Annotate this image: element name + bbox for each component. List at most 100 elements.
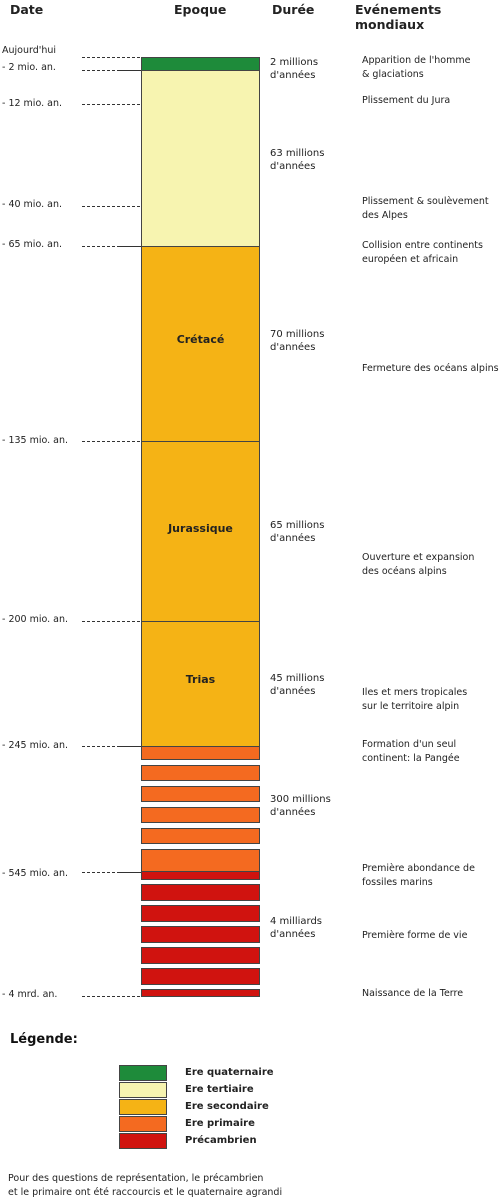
band-precambrian-stripe: [141, 968, 260, 985]
legend-label-primary: Ere primaire: [185, 1118, 255, 1129]
event-line: sur le territoire alpin: [362, 701, 460, 712]
event-ocean-opening: Ouverture et expansion des océans alpins: [362, 551, 474, 579]
duration-quaternary: 2 millions d'années: [270, 56, 318, 82]
band-primary-stripe: [141, 746, 260, 760]
event-jura-folding: Plissement du Jura: [362, 94, 450, 108]
legend-swatch-tertiary: [119, 1082, 167, 1098]
date-label-135mio: - 135 mio. an.: [2, 435, 69, 446]
duration-unit: d'années: [270, 342, 316, 353]
event-line: européen et africain: [362, 254, 459, 265]
tick-mark: [120, 70, 141, 71]
date-label-2mio: - 2 mio. an.: [2, 62, 56, 73]
duration-unit: d'années: [270, 533, 316, 544]
band-precambrian-stripe: [141, 947, 260, 964]
band-primary-stripe: [141, 828, 260, 844]
date-label-4mrd: - 4 mrd. an.: [2, 989, 58, 1000]
event-line: Plissement du Jura: [362, 95, 451, 106]
tick-mark: [120, 246, 141, 247]
footnote-line: et le primaire ont été raccourcis et le …: [8, 1187, 283, 1198]
duration-value: 300 millions: [270, 794, 331, 805]
event-line: Formation d'un seul: [362, 739, 457, 750]
band-primary-stripe: [141, 765, 260, 781]
leader-line: [82, 57, 140, 58]
date-label-12mio: - 12 mio. an.: [2, 98, 62, 109]
band-precambrian-stripe: [141, 905, 260, 922]
legend-title: Légende:: [10, 1032, 78, 1047]
header-events: Evénements mondiaux: [355, 2, 442, 32]
leader-line: [82, 246, 120, 247]
band-jurassic: [141, 441, 260, 622]
band-precambrian-stripe: [141, 926, 260, 943]
band-precambrian-stripe: [141, 989, 260, 997]
header-date: Date: [10, 2, 44, 17]
event-line: Première abondance de: [362, 863, 475, 874]
legend-label-secondary: Ere secondaire: [185, 1101, 269, 1112]
event-pangea: Formation d'un seul continent: la Pangée: [362, 738, 460, 766]
duration-primary: 300 millions d'années: [270, 793, 331, 819]
duration-value: 4 milliards: [270, 916, 323, 927]
header-epoch: Epoque: [174, 2, 227, 17]
event-marine-fossils: Première abondance de fossiles marins: [362, 862, 475, 890]
leader-line: [82, 872, 120, 873]
legend-label-tertiary: Ere tertiaire: [185, 1084, 254, 1095]
event-alps-uplift: Plissement & soulèvement des Alpes: [362, 195, 489, 223]
band-tertiary: [141, 70, 260, 247]
duration-jurassic: 65 millions d'années: [270, 519, 324, 545]
band-cretaceous: [141, 246, 260, 442]
leader-line: [82, 206, 140, 207]
date-label-65mio: - 65 mio. an.: [2, 239, 62, 250]
event-ocean-closure: Fermeture des océans alpins: [362, 362, 499, 376]
band-precambrian-stripe: [141, 871, 260, 880]
event-earth-birth: Naissance de la Terre: [362, 987, 463, 1001]
footnote: Pour des questions de représentation, le…: [8, 1172, 282, 1200]
duration-value: 63 millions: [270, 148, 325, 159]
duration-triassic: 45 millions d'années: [270, 672, 324, 698]
duration-unit: d'années: [270, 70, 316, 81]
event-continent-collision: Collision entre continents européen et af…: [362, 239, 483, 267]
event-line: Fermeture des océans alpins: [362, 363, 499, 374]
event-line: Collision entre continents: [362, 240, 483, 251]
event-line: des Alpes: [362, 210, 408, 221]
duration-value: 45 millions: [270, 673, 325, 684]
legend-label-precambrian: Précambrien: [185, 1135, 257, 1146]
legend-swatch-primary: [119, 1116, 167, 1132]
legend-swatch-secondary: [119, 1099, 167, 1115]
tick-mark: [120, 872, 141, 873]
event-line: des océans alpins: [362, 566, 447, 577]
event-line: Plissement & soulèvement: [362, 196, 489, 207]
leader-line: [82, 104, 140, 105]
tick-mark: [120, 746, 141, 747]
band-primary-stripe: [141, 807, 260, 823]
event-line: Première forme de vie: [362, 930, 468, 941]
date-label-545mio: - 545 mio. an.: [2, 868, 69, 879]
epoch-label-cretaceous: Crétacé: [176, 333, 225, 346]
leader-line: [82, 621, 140, 622]
date-label-200mio: - 200 mio. an.: [2, 614, 69, 625]
epoch-label-triassic: Trias: [185, 673, 216, 686]
band-primary-stripe: [141, 849, 260, 872]
event-line: Ouverture et expansion: [362, 552, 475, 563]
event-human-glaciation: Apparition de l'homme & glaciations: [362, 54, 470, 82]
date-label-245mio: - 245 mio. an.: [2, 740, 69, 751]
leader-line: [82, 996, 140, 997]
event-line: continent: la Pangée: [362, 753, 460, 764]
leader-line: [82, 746, 120, 747]
duration-value: 65 millions: [270, 520, 325, 531]
leader-line: [82, 70, 120, 71]
band-quaternary: [141, 57, 260, 71]
epoch-label-jurassic: Jurassique: [168, 522, 233, 535]
duration-unit: d'années: [270, 807, 316, 818]
event-line: fossiles marins: [362, 877, 433, 888]
header-duration: Durée: [272, 2, 315, 17]
duration-unit: d'années: [270, 161, 316, 172]
event-line: & glaciations: [362, 69, 424, 80]
band-precambrian-stripe: [141, 884, 260, 901]
duration-value: 70 millions: [270, 329, 325, 340]
duration-tertiary: 63 millions d'années: [270, 147, 324, 173]
leader-line: [82, 441, 140, 442]
duration-unit: d'années: [270, 686, 316, 697]
event-line: Iles et mers tropicales: [362, 687, 468, 698]
event-first-life: Première forme de vie: [362, 929, 467, 943]
duration-cretaceous: 70 millions d'années: [270, 328, 324, 354]
date-label-40mio: - 40 mio. an.: [2, 199, 62, 210]
